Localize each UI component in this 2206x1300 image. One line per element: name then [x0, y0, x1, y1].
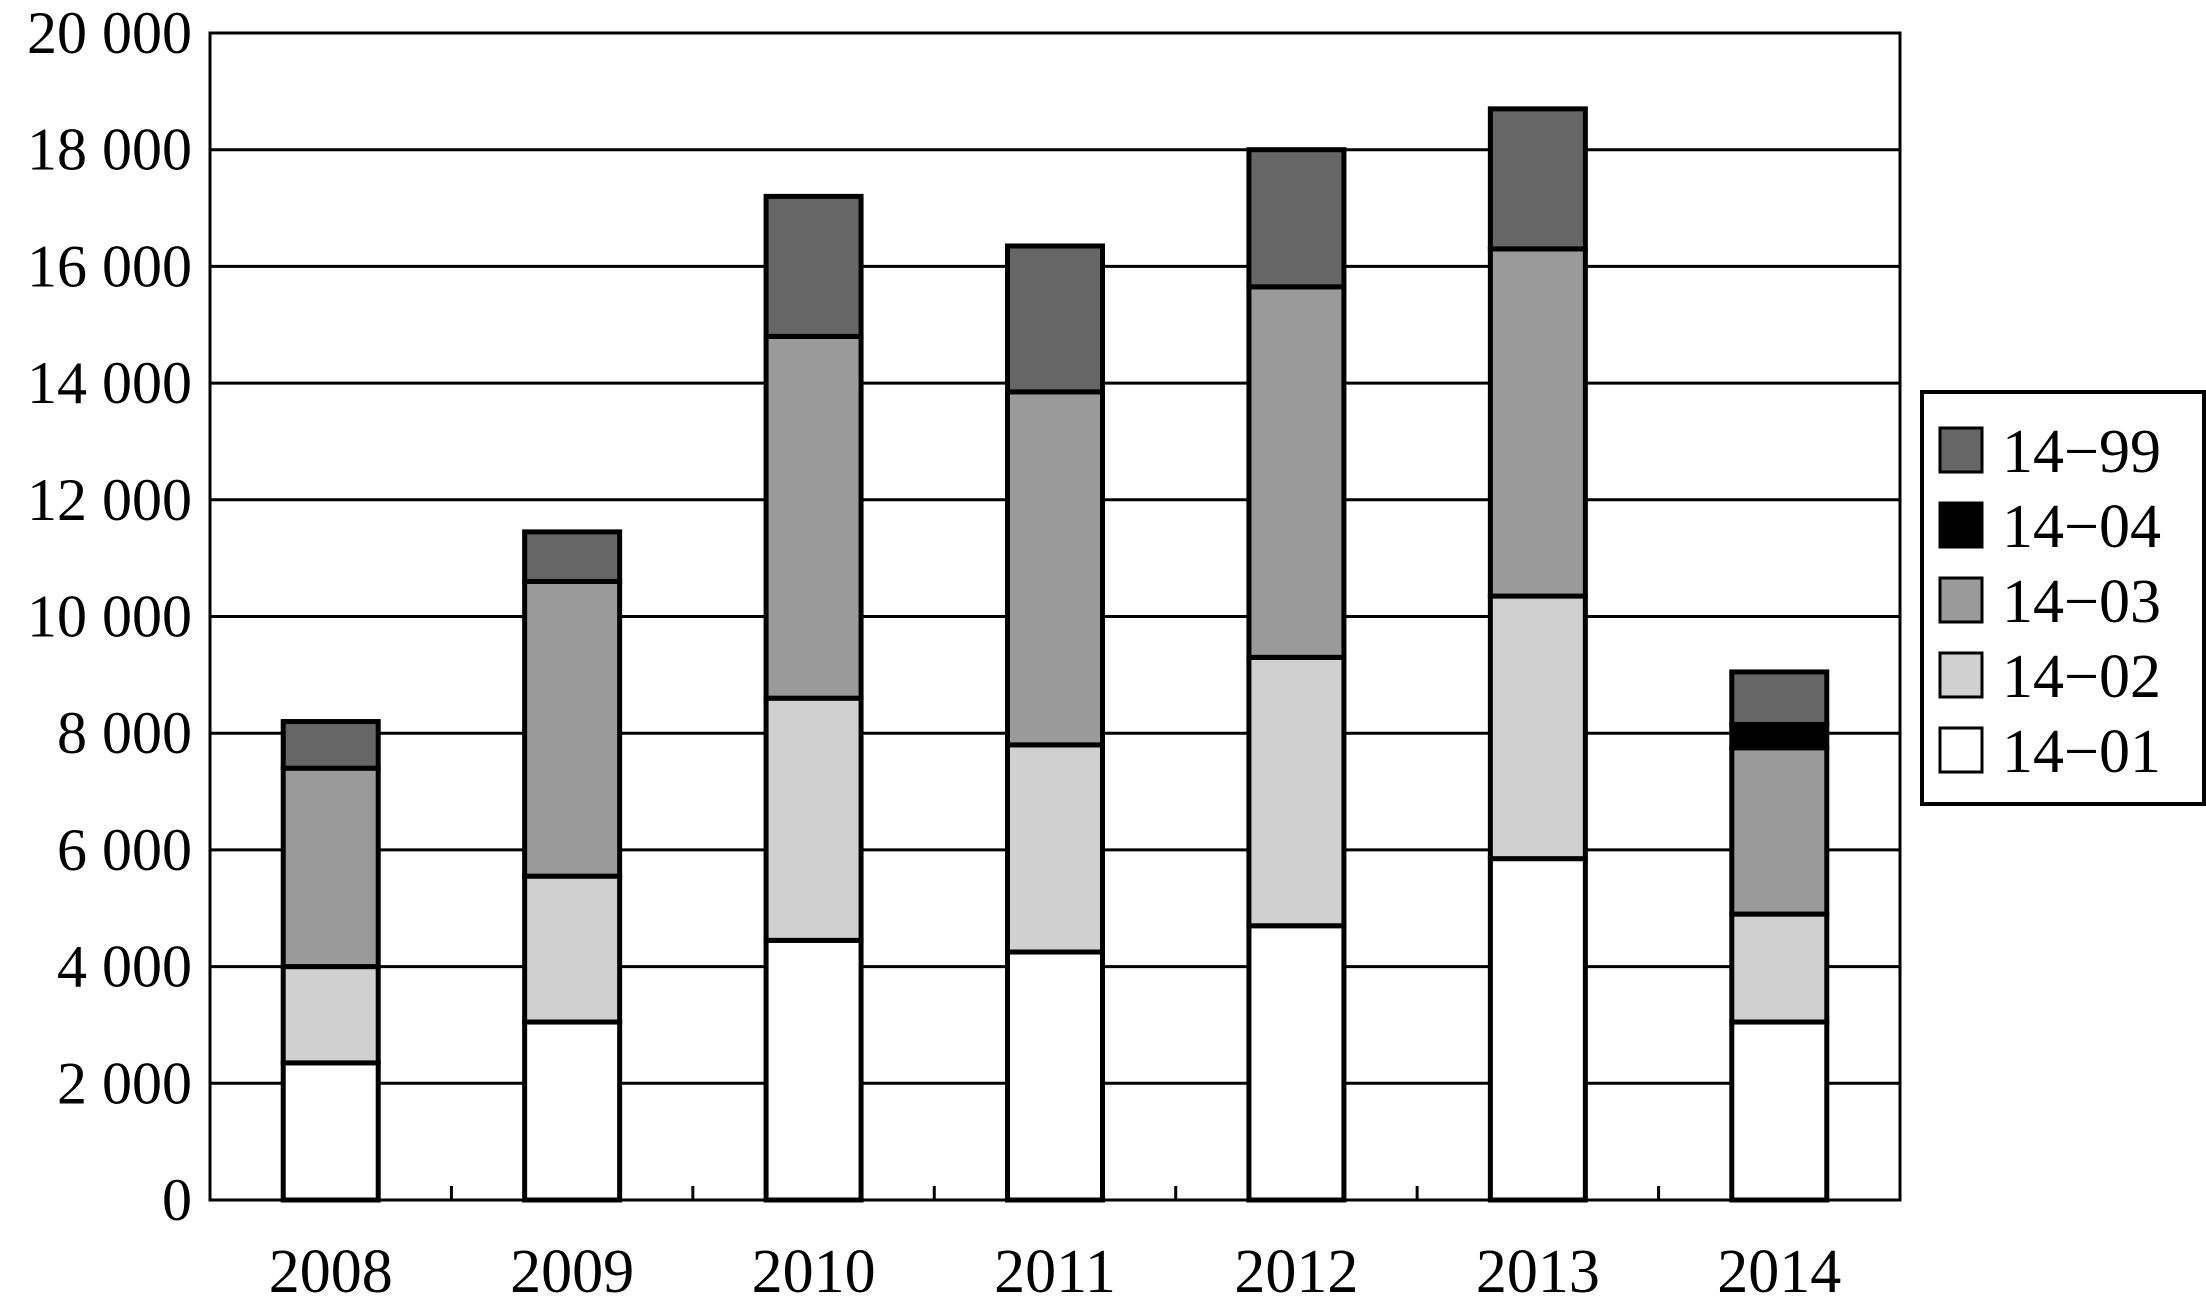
bar-segment	[1246, 923, 1347, 1203]
legend-item: 14−04	[1938, 493, 2161, 561]
bar-segment	[1005, 742, 1105, 955]
bar-stack-2011	[1005, 243, 1105, 1203]
bar-segment	[763, 937, 864, 1203]
legend-item: 14−99	[1938, 418, 2161, 486]
y-tick-label: 0	[162, 1167, 192, 1233]
bar-segment	[280, 765, 381, 970]
legend-item: 14−01	[1938, 718, 2161, 786]
bar-stack-2009	[522, 529, 623, 1203]
bar-segment	[763, 333, 864, 701]
bar-segment	[522, 529, 623, 584]
bar-segment	[522, 578, 623, 879]
bar-stack-2014	[1729, 669, 1830, 1203]
x-tick-label: 2009	[510, 1238, 634, 1295]
x-tick-label: 2011	[994, 1238, 1116, 1295]
legend-swatch	[1938, 576, 1984, 624]
legend-item: 14−03	[1938, 568, 2161, 636]
bar-segment	[1729, 1019, 1830, 1203]
bar-segment	[1246, 284, 1347, 660]
legend-swatch	[1938, 651, 1984, 699]
legend-swatch	[1938, 501, 1984, 549]
bar-segment	[1246, 147, 1347, 290]
y-tick-label: 12 000	[27, 467, 192, 533]
bar-segment	[763, 695, 864, 943]
bar-segment	[1005, 389, 1105, 748]
plot-frame	[208, 31, 1902, 1202]
bar-segment	[1246, 654, 1347, 929]
bar-segment	[280, 1060, 381, 1203]
y-tick-label: 10 000	[27, 584, 192, 650]
bars	[280, 106, 1830, 1203]
legend-label: 14−01	[2002, 718, 2161, 786]
legend: 14−99 14−04 14−03 14−02 14−01	[1920, 390, 2206, 806]
bar-segment	[280, 964, 381, 1066]
bar-segment	[280, 719, 381, 771]
y-tick-label: 4 000	[57, 934, 192, 1000]
legend-label: 14−03	[2002, 568, 2161, 636]
y-tick-label: 18 000	[27, 117, 192, 183]
legend-label: 14−02	[2002, 643, 2161, 711]
bar-segment	[1729, 721, 1830, 751]
y-tick-label: 8 000	[57, 700, 192, 766]
bar-segment	[522, 873, 623, 1025]
bar-stack-2013	[1487, 106, 1588, 1203]
y-tick-label: 14 000	[27, 350, 192, 416]
x-tick-label: 2008	[269, 1238, 393, 1295]
legend-label: 14−99	[2002, 418, 2161, 486]
bar-segment	[1487, 856, 1588, 1203]
bar-stack-2010	[763, 193, 864, 1203]
bar-segment	[1729, 911, 1830, 1025]
plot-frame-group	[208, 31, 1902, 1202]
x-tick-label: 2013	[1476, 1238, 1600, 1295]
bar-segment	[1729, 745, 1830, 917]
x-tick-label: 2010	[752, 1238, 876, 1295]
x-tick-label: 2014	[1717, 1238, 1841, 1295]
legend-item: 14−02	[1938, 643, 2161, 711]
bar-stack-2008	[280, 719, 381, 1203]
bar-segment	[763, 193, 864, 339]
legend-swatch	[1938, 726, 1984, 774]
legend-swatch	[1938, 426, 1984, 474]
bar-segment	[522, 1019, 623, 1203]
y-axis: 0 2 000 4 000 6 000 8 000 10 000 12 000 14 000 1…	[27, 0, 192, 1233]
bar-segment	[1487, 593, 1588, 862]
bar-segment	[1487, 106, 1588, 252]
x-tick-label: 2012	[1234, 1238, 1358, 1295]
bar-stack-2012	[1246, 147, 1347, 1203]
y-tick-label: 20 000	[27, 0, 192, 66]
bar-segment	[1005, 949, 1105, 1203]
y-tick-label: 2 000	[57, 1050, 192, 1116]
bar-segment	[1005, 243, 1105, 395]
legend-label: 14−04	[2002, 493, 2161, 561]
bar-segment	[1487, 246, 1588, 599]
y-tick-label: 6 000	[57, 817, 192, 883]
y-tick-label: 16 000	[27, 233, 192, 299]
x-axis: 2008 2009 2010 2011 2012 2013 2014	[269, 1186, 1841, 1300]
bar-segment	[1729, 669, 1830, 727]
